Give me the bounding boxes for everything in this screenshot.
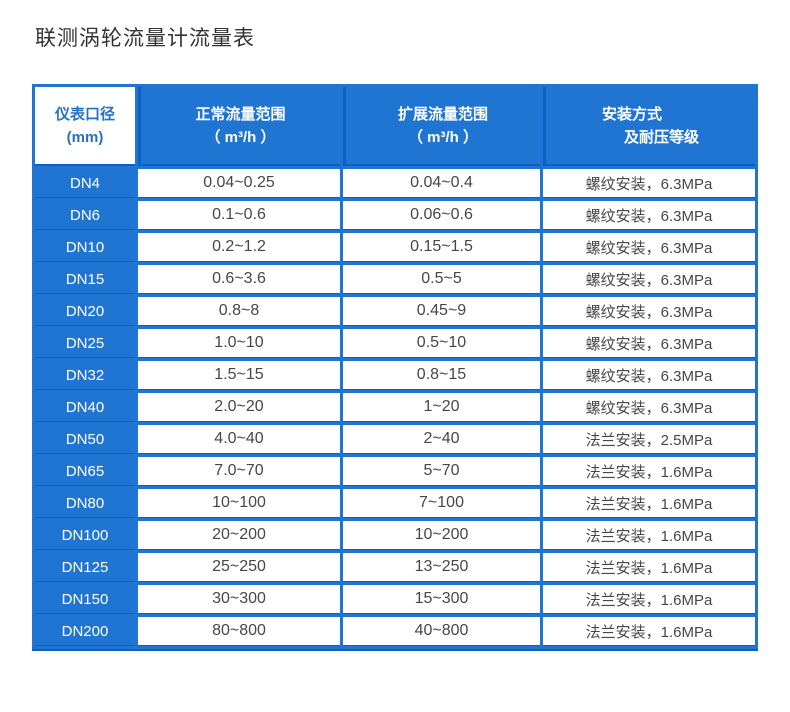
row-normal-range-cell: 0.1~0.6: [138, 201, 340, 230]
table-row: DN100 20~200 10~200 法兰安装，1.6MPa: [35, 521, 755, 550]
flow-rate-table: 仪表口径 (mm) 正常流量范围 （ m³/h ） 扩展流量范围 （ m³/h …: [32, 84, 758, 651]
table-row: DN6 0.1~0.6 0.06~0.6 螺纹安装，6.3MPa: [35, 201, 755, 230]
row-installation-cell: 法兰安装，1.6MPa: [543, 553, 755, 582]
table-row: DN150 30~300 15~300 法兰安装，1.6MPa: [35, 585, 755, 614]
header-installation-line2: 及耐压等级: [623, 128, 699, 146]
row-diameter-cell: DN32: [35, 361, 135, 390]
row-installation-cell: 螺纹安装，6.3MPa: [543, 361, 755, 390]
table-row: DN25 1.0~10 0.5~10 螺纹安装，6.3MPa: [35, 329, 755, 358]
row-normal-range-cell: 80~800: [138, 617, 340, 646]
row-extended-range-cell: 40~800: [343, 617, 540, 646]
row-extended-range-cell: 0.5~10: [343, 329, 540, 358]
row-extended-range-cell: 0.06~0.6: [343, 201, 540, 230]
row-installation-cell: 螺纹安装，6.3MPa: [543, 329, 755, 358]
row-normal-range-cell: 30~300: [138, 585, 340, 614]
header-extended-range: 扩展流量范围 （ m³/h ）: [343, 87, 540, 166]
row-normal-range-cell: 25~250: [138, 553, 340, 582]
row-extended-range-cell: 0.8~15: [343, 361, 540, 390]
table-row: DN40 2.0~20 1~20 螺纹安装，6.3MPa: [35, 393, 755, 422]
header-extended-range-line1: 扩展流量范围: [397, 105, 488, 123]
row-extended-range-cell: 0.15~1.5: [343, 233, 540, 262]
header-diameter-line1: 仪表口径: [54, 105, 115, 123]
table-row: DN80 10~100 7~100 法兰安装，1.6MPa: [35, 489, 755, 518]
header-normal-range: 正常流量范围 （ m³/h ）: [138, 87, 340, 166]
row-installation-cell: 法兰安装，1.6MPa: [543, 521, 755, 550]
table-row: DN15 0.6~3.6 0.5~5 螺纹安装，6.3MPa: [35, 265, 755, 294]
row-extended-range-cell: 0.04~0.4: [343, 169, 540, 198]
header-normal-range-line1: 正常流量范围: [195, 105, 286, 123]
table-row: DN4 0.04~0.25 0.04~0.4 螺纹安装，6.3MPa: [35, 169, 755, 198]
row-diameter-cell: DN25: [35, 329, 135, 358]
row-diameter-cell: DN80: [35, 489, 135, 518]
row-normal-range-cell: 20~200: [138, 521, 340, 550]
row-installation-cell: 螺纹安装，6.3MPa: [543, 169, 755, 198]
row-diameter-cell: DN10: [35, 233, 135, 262]
row-installation-cell: 法兰安装，1.6MPa: [543, 489, 755, 518]
row-installation-cell: 螺纹安装，6.3MPa: [543, 393, 755, 422]
header-diameter-line2: (mm): [66, 128, 104, 146]
row-diameter-cell: DN100: [35, 521, 135, 550]
row-extended-range-cell: 0.45~9: [343, 297, 540, 326]
row-normal-range-cell: 10~100: [138, 489, 340, 518]
page-title: 联测涡轮流量计流量表: [35, 27, 255, 50]
row-normal-range-cell: 0.6~3.6: [138, 265, 340, 294]
row-extended-range-cell: 2~40: [343, 425, 540, 454]
table-row: DN200 80~800 40~800 法兰安装，1.6MPa: [35, 617, 755, 646]
row-installation-cell: 法兰安装，1.6MPa: [543, 617, 755, 646]
row-installation-cell: 法兰安装，1.6MPa: [543, 585, 755, 614]
row-diameter-cell: DN40: [35, 393, 135, 422]
row-diameter-cell: DN125: [35, 553, 135, 582]
row-normal-range-cell: 7.0~70: [138, 457, 340, 486]
row-extended-range-cell: 15~300: [343, 585, 540, 614]
row-extended-range-cell: 7~100: [343, 489, 540, 518]
row-normal-range-cell: 0.04~0.25: [138, 169, 340, 198]
table-row: DN20 0.8~8 0.45~9 螺纹安装，6.3MPa: [35, 297, 755, 326]
header-diameter: 仪表口径 (mm): [35, 87, 135, 166]
header-normal-range-line2: （ m³/h ）: [205, 128, 276, 146]
row-extended-range-cell: 10~200: [343, 521, 540, 550]
header-extended-range-line2: （ m³/h ）: [407, 128, 478, 146]
table-body: DN4 0.04~0.25 0.04~0.4 螺纹安装，6.3MPa DN6 0.1~0.…: [35, 169, 755, 646]
row-diameter-cell: DN6: [35, 201, 135, 230]
page: 联测涡轮流量计流量表 仪表口径 (mm) 正常流量范围 （ m³/h ）: [0, 22, 790, 651]
header-installation-line1: 安装方式: [601, 105, 662, 123]
row-diameter-cell: DN200: [35, 617, 135, 646]
header-row: 仪表口径 (mm) 正常流量范围 （ m³/h ） 扩展流量范围 （ m³/h …: [35, 87, 755, 166]
row-installation-cell: 螺纹安装，6.3MPa: [543, 297, 755, 326]
table-row: DN50 4.0~40 2~40 法兰安装，2.5MPa: [35, 425, 755, 454]
table-row: DN125 25~250 13~250 法兰安装，1.6MPa: [35, 553, 755, 582]
header-installation: 安装方式 及耐压等级: [543, 87, 755, 166]
row-installation-cell: 螺纹安装，6.3MPa: [543, 233, 755, 262]
row-extended-range-cell: 13~250: [343, 553, 540, 582]
row-diameter-cell: DN20: [35, 297, 135, 326]
row-extended-range-cell: 1~20: [343, 393, 540, 422]
table-row: DN10 0.2~1.2 0.15~1.5 螺纹安装，6.3MPa: [35, 233, 755, 262]
row-diameter-cell: DN65: [35, 457, 135, 486]
row-normal-range-cell: 0.8~8: [138, 297, 340, 326]
row-installation-cell: 法兰安装，2.5MPa: [543, 425, 755, 454]
table-row: DN65 7.0~70 5~70 法兰安装，1.6MPa: [35, 457, 755, 486]
row-normal-range-cell: 2.0~20: [138, 393, 340, 422]
row-normal-range-cell: 1.5~15: [138, 361, 340, 390]
row-installation-cell: 螺纹安装，6.3MPa: [543, 201, 755, 230]
row-diameter-cell: DN50: [35, 425, 135, 454]
row-diameter-cell: DN150: [35, 585, 135, 614]
row-installation-cell: 法兰安装，1.6MPa: [543, 457, 755, 486]
row-normal-range-cell: 1.0~10: [138, 329, 340, 358]
row-installation-cell: 螺纹安装，6.3MPa: [543, 265, 755, 294]
row-extended-range-cell: 5~70: [343, 457, 540, 486]
row-normal-range-cell: 0.2~1.2: [138, 233, 340, 262]
row-diameter-cell: DN15: [35, 265, 135, 294]
table-row: DN32 1.5~15 0.8~15 螺纹安装，6.3MPa: [35, 361, 755, 390]
row-normal-range-cell: 4.0~40: [138, 425, 340, 454]
table-header: 仪表口径 (mm) 正常流量范围 （ m³/h ） 扩展流量范围 （ m³/h …: [35, 87, 755, 166]
row-diameter-cell: DN4: [35, 169, 135, 198]
row-extended-range-cell: 0.5~5: [343, 265, 540, 294]
